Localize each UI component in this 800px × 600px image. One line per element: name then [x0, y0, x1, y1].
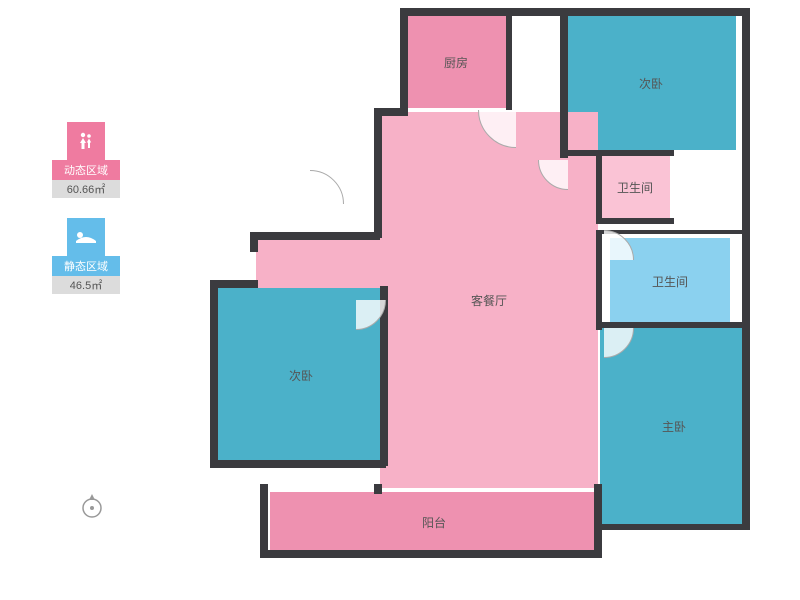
wall	[742, 8, 750, 528]
room-label: 阳台	[422, 514, 446, 531]
legend-dynamic-label: 动态区域	[52, 160, 120, 180]
wall	[400, 8, 408, 116]
wall	[260, 484, 268, 558]
wall	[400, 8, 750, 16]
compass-icon	[78, 492, 106, 520]
wall	[506, 10, 512, 110]
legend-static-label: 静态区域	[52, 256, 120, 276]
wall	[374, 108, 382, 238]
room-label: 卫生间	[617, 179, 653, 196]
wall	[594, 484, 602, 558]
room-master: 主卧	[600, 326, 748, 526]
wall	[596, 218, 674, 224]
wall	[596, 322, 748, 328]
wall	[594, 524, 750, 530]
room-bath1: 卫生间	[600, 156, 670, 218]
wall	[560, 150, 674, 156]
legend-dynamic: 动态区域 60.66㎡	[52, 122, 120, 198]
wall	[374, 484, 382, 494]
room-label: 客餐厅	[471, 292, 507, 309]
wall	[602, 230, 748, 234]
door-arc	[276, 170, 344, 238]
legend-static-value: 46.5㎡	[52, 276, 120, 294]
wall	[596, 230, 602, 330]
wall	[260, 550, 602, 558]
room-kitchen: 厨房	[406, 16, 506, 108]
legend-static: 静态区域 46.5㎡	[52, 218, 120, 294]
wall	[560, 8, 568, 158]
wall	[210, 280, 218, 468]
wall	[596, 150, 602, 220]
sleep-icon	[67, 218, 105, 256]
legend-dynamic-value: 60.66㎡	[52, 180, 120, 198]
wall	[210, 460, 386, 468]
room-living-ext	[256, 240, 386, 288]
floorplan: 厨房次卧卫生间卫生间客餐厅次卧主卧阳台	[210, 0, 758, 600]
wall	[250, 232, 380, 240]
people-icon	[67, 122, 105, 160]
room-balcony: 阳台	[270, 492, 598, 552]
room-label: 主卧	[662, 418, 686, 435]
room-label: 次卧	[639, 75, 663, 92]
room-label: 卫生间	[652, 273, 688, 290]
legend: 动态区域 60.66㎡ 静态区域 46.5㎡	[52, 122, 120, 314]
wall	[250, 232, 258, 252]
room-label: 次卧	[289, 367, 313, 384]
room-label: 厨房	[444, 54, 468, 71]
